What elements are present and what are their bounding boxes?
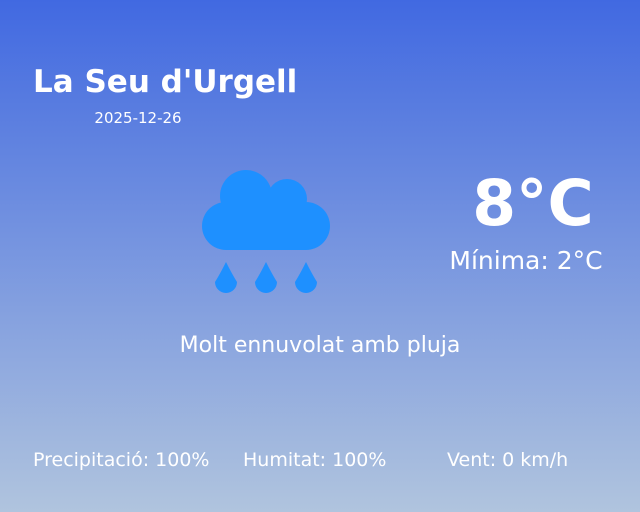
forecast-date: 2025-12-26: [94, 109, 182, 127]
minimum-temperature: Mínima: 2°C: [449, 246, 603, 275]
cloud-rain-icon: [202, 170, 330, 293]
current-temperature: 8°C: [472, 167, 594, 240]
wind-stat: Vent: 0 km/h: [447, 449, 569, 471]
weather-description: Molt ennuvolat amb pluja: [179, 333, 461, 358]
city-name: La Seu d'Urgell: [33, 64, 298, 100]
precipitation-stat: Precipitació: 100%: [33, 449, 210, 471]
humidity-stat: Humitat: 100%: [243, 449, 387, 471]
